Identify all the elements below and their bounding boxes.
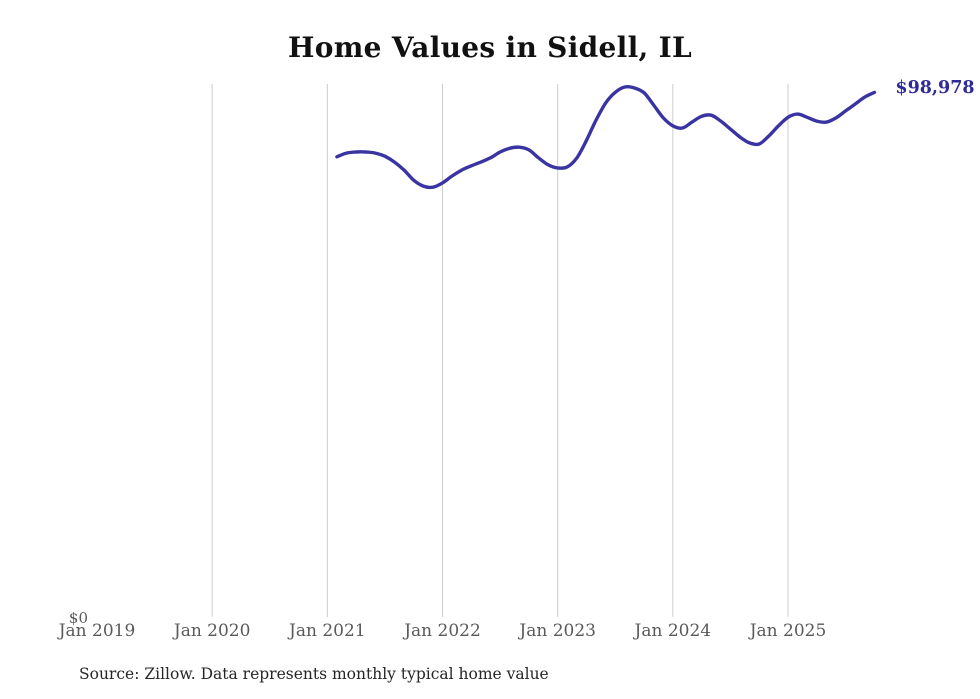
- home-value-line: [335, 84, 877, 190]
- y-axis-zero-tick-label: $0: [68, 609, 88, 627]
- x-tick-label: Jan 2020: [172, 621, 251, 641]
- last-value-label: $98,978: [895, 78, 975, 99]
- x-tick-label: Jan 2025: [748, 621, 827, 641]
- x-tick-label: Jan 2021: [287, 621, 366, 641]
- x-tick-label: Jan 2019: [57, 621, 136, 641]
- chart-title: Home Values in Sidell, IL: [288, 31, 692, 64]
- source-note: Source: Zillow. Data represents monthly …: [79, 665, 549, 683]
- x-tick-label: Jan 2023: [517, 621, 596, 641]
- x-tick-label: Jan 2024: [633, 621, 712, 641]
- x-tick-label: Jan 2022: [402, 621, 481, 641]
